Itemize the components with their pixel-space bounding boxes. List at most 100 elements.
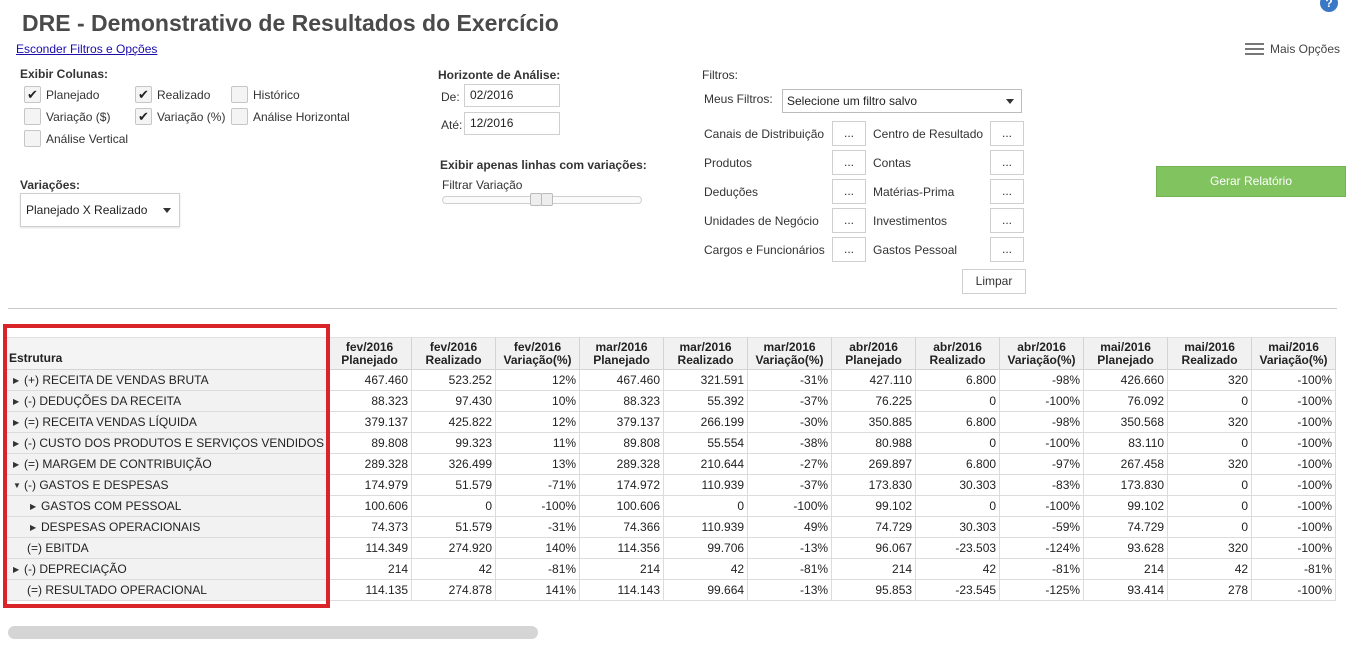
expand-arrow-icon[interactable]: ▶ [13,418,20,427]
expand-arrow-icon[interactable]: ▶ [13,565,20,574]
checkbox-historico[interactable]: Histórico [231,86,300,103]
filter-button-investimentos[interactable]: ... [990,208,1024,233]
value-cell: 42 [663,558,749,580]
clear-filters-button[interactable]: Limpar [962,269,1026,294]
structure-cell[interactable]: ▶ (-) DEPRECIAÇÃO [7,558,329,580]
collapse-arrow-icon[interactable]: ▼ [13,481,21,490]
column-header[interactable]: abr/2016 Variação(%) [999,337,1085,370]
structure-cell[interactable]: (=) EBITDA [7,537,329,559]
table-row[interactable]: ▶ (-) DEPRECIAÇÃO 214 42 -81% 214 42 -81% 214 42-… [7,558,1337,580]
value-cell: -100% [1251,516,1337,538]
structure-label: (=) MARGEM DE CONTRIBUIÇÃO [24,457,212,471]
variations-select[interactable]: Planejado X Realizado [20,193,180,227]
table-row[interactable]: ▶ (+) RECEITA DE VENDAS BRUTA 467.460 523.2… [7,369,1337,391]
checkbox-realizado[interactable]: ✔ Realizado [135,86,210,103]
checkbox-box[interactable] [231,86,248,103]
column-header[interactable]: fev/2016 Realizado [411,337,497,370]
checkbox-box[interactable] [24,130,41,147]
column-header[interactable]: abr/2016 Planejado [831,337,917,370]
table-row[interactable]: ▶ (=) RECEITA VENDAS LÍQUIDA 379.137 425.82… [7,411,1337,433]
value-cell: 0 [1167,495,1253,517]
filter-button-contas[interactable]: ... [990,150,1024,175]
table-row[interactable]: (=) RESULTADO OPERACIONAL 114.135 274.878 1… [7,579,1337,601]
value-cell: 42 [1167,558,1253,580]
variation-slider-handle-max[interactable] [541,193,553,206]
filter-button-materias[interactable]: ... [990,179,1024,204]
generate-report-button[interactable]: Gerar Relatório [1156,166,1346,197]
value-cell: 51.579 [411,516,497,538]
filter-button-produtos[interactable]: ... [832,150,866,175]
value-cell: 214 [1083,558,1169,580]
table-row[interactable]: ▶ (-) CUSTO DOS PRODUTOS E SERVIÇOS VENDI… [7,432,1337,454]
structure-cell[interactable]: ▶ GASTOS COM PESSOAL [7,495,329,517]
help-icon[interactable]: ? [1320,0,1338,12]
horizontal-scrollbar[interactable] [8,626,538,639]
column-header-estrutura[interactable]: Estrutura [7,337,329,370]
filter-button-cargos[interactable]: ... [832,237,866,262]
expand-arrow-icon[interactable]: ▶ [30,523,37,532]
checkbox-analise-horizontal[interactable]: Análise Horizontal [231,108,350,125]
table-row[interactable]: (=) EBITDA 114.349 274.920 140% 114.356 99.70… [7,537,1337,559]
structure-cell[interactable]: ▶ (+) RECEITA DE VENDAS BRUTA [7,369,329,391]
filter-button-gastos[interactable]: ... [990,237,1024,262]
value-cell: 96.067 [831,537,917,559]
hide-filters-link[interactable]: Esconder Filtros e Opções [16,42,158,56]
checkbox-planejado[interactable]: ✔ Planejado [24,86,99,103]
column-header[interactable]: mar/2016 Realizado [663,337,749,370]
structure-cell[interactable]: ▶ DESPESAS OPERACIONAIS [7,516,329,538]
column-header[interactable]: fev/2016 Variação(%) [495,337,581,370]
saved-filter-select[interactable]: Selecione um filtro salvo [782,89,1022,113]
structure-cell[interactable]: ▶ (-) DEDUÇÕES DA RECEITA [7,390,329,412]
table-row[interactable]: ▶ (=) MARGEM DE CONTRIBUIÇÃO 289.328 326.49… [7,453,1337,475]
structure-cell[interactable]: ▼ (-) GASTOS E DESPESAS [7,474,329,496]
filter-button-deducoes[interactable]: ... [832,179,866,204]
checkbox-box[interactable]: ✔ [135,108,152,125]
checkbox-analise-vertical[interactable]: Análise Vertical [24,130,128,147]
value-cell: -100% [1251,453,1337,475]
column-header-kind: Variação(%) [755,352,824,367]
structure-cell[interactable]: ▶ (=) MARGEM DE CONTRIBUIÇÃO [7,453,329,475]
table-row[interactable]: ▶ (-) DEDUÇÕES DA RECEITA 88.323 97.430 10% 8… [7,390,1337,412]
checkbox-box[interactable] [231,108,248,125]
value-cell: 467.460 [579,369,665,391]
value-cell: 55.392 [663,390,749,412]
checkbox-box[interactable] [24,108,41,125]
column-header[interactable]: mar/2016 Variação(%) [747,337,833,370]
expand-arrow-icon[interactable]: ▶ [13,439,20,448]
filter-button-centro[interactable]: ... [990,121,1024,146]
filter-button-canais[interactable]: ... [832,121,866,146]
value-cell: -98% [999,369,1085,391]
value-cell: 88.323 [579,390,665,412]
column-header[interactable]: mai/2016 Realizado [1167,337,1253,370]
filter-button-unidades[interactable]: ... [832,208,866,233]
column-header[interactable]: fev/2016 Planejado [327,337,413,370]
column-header[interactable]: mai/2016 Planejado [1083,337,1169,370]
structure-cell[interactable]: ▶ (=) RECEITA VENDAS LÍQUIDA [7,411,329,433]
column-header-kind: Realizado [1181,352,1238,367]
value-cell: -100% [1251,390,1337,412]
value-cell: -100% [999,432,1085,454]
checkbox-variacao-percent[interactable]: ✔ Variação (%) [135,108,225,125]
table-row[interactable]: ▶ GASTOS COM PESSOAL 100.606 0 -100% 100.606 0… [7,495,1337,517]
checkbox-box[interactable]: ✔ [24,86,41,103]
more-options-button[interactable]: Mais Opções [1245,42,1340,56]
expand-arrow-icon[interactable]: ▶ [13,376,20,385]
structure-cell[interactable]: ▶ (-) CUSTO DOS PRODUTOS E SERVIÇOS VENDI… [7,432,329,454]
expand-arrow-icon[interactable]: ▶ [13,460,20,469]
checkbox-variacao-valor[interactable]: Variação ($) [24,108,110,125]
value-cell: 320 [1167,411,1253,433]
column-header[interactable]: mar/2016 Planejado [579,337,665,370]
to-date-input[interactable]: 12/2016 [464,112,560,135]
column-header[interactable]: mai/2016 Variação(%) [1251,337,1337,370]
checkbox-box[interactable]: ✔ [135,86,152,103]
value-cell: 11% [495,432,581,454]
table-row[interactable]: ▼ (-) GASTOS E DESPESAS 174.979 51.579 -71% 1… [7,474,1337,496]
column-header[interactable]: abr/2016 Realizado [915,337,1001,370]
table-row[interactable]: ▶ DESPESAS OPERACIONAIS 74.373 51.579 -31% 74… [7,516,1337,538]
structure-cell[interactable]: (=) RESULTADO OPERACIONAL [7,579,329,601]
value-cell: -81% [747,558,833,580]
expand-arrow-icon[interactable]: ▶ [13,397,20,406]
expand-arrow-icon[interactable]: ▶ [30,502,37,511]
from-date-input[interactable]: 02/2016 [464,84,560,107]
variation-filter-title: Exibir apenas linhas com variações: [440,158,647,172]
